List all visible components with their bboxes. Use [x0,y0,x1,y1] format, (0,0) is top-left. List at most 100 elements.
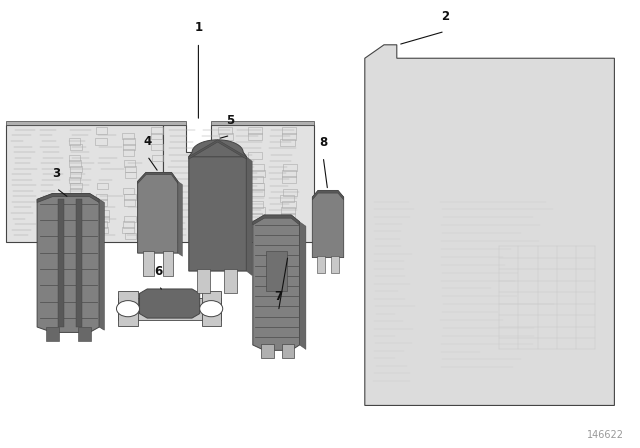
Bar [150,216,162,222]
Bar [68,233,80,239]
Bar [282,164,296,171]
Bar [282,177,296,184]
Polygon shape [282,344,294,358]
Text: 7: 7 [275,290,282,303]
Polygon shape [331,256,339,273]
Bar [280,232,294,239]
Bar [252,207,266,215]
Text: 1: 1 [195,22,202,34]
Bar [218,151,232,159]
Polygon shape [37,194,99,332]
Bar [280,195,294,202]
Bar [124,199,135,206]
Bar [251,170,265,177]
Bar [68,138,80,145]
Bar [248,133,262,140]
Bar [124,194,136,200]
Bar [68,177,80,183]
Bar [218,195,232,202]
Polygon shape [261,344,274,358]
Polygon shape [163,251,173,276]
Polygon shape [317,256,325,273]
Bar [218,201,232,208]
Bar [151,144,163,150]
Bar [123,188,134,194]
Bar [248,127,262,134]
Text: 6: 6 [155,265,163,278]
Bar [282,201,296,208]
Bar [97,227,108,233]
Polygon shape [189,146,246,271]
Polygon shape [58,199,64,327]
Polygon shape [197,269,210,293]
Bar [124,216,136,222]
Bar [70,144,82,150]
Polygon shape [189,140,246,159]
Bar [70,166,82,172]
Bar [282,133,296,140]
Polygon shape [118,291,138,326]
Polygon shape [140,289,200,318]
Bar [217,226,231,233]
Bar [217,177,231,184]
Bar [250,220,264,227]
Text: 8: 8 [319,136,327,149]
Bar [284,189,298,196]
Polygon shape [312,190,344,200]
Bar [282,127,296,134]
Text: 4: 4 [143,135,151,148]
Polygon shape [266,251,287,291]
Bar [284,226,298,233]
Polygon shape [76,199,82,327]
Bar [282,207,296,215]
Bar [70,172,81,178]
Bar [98,216,109,222]
Polygon shape [6,121,186,125]
Bar [248,214,262,221]
Bar [152,127,163,134]
Text: 5: 5 [227,114,234,127]
Bar [70,188,81,194]
Bar [249,177,263,184]
Bar [125,172,136,178]
Bar [122,227,134,233]
Polygon shape [143,251,154,276]
Bar [95,127,107,134]
Polygon shape [138,172,178,184]
Bar [250,182,264,190]
Bar [122,133,134,139]
Bar [123,144,134,150]
Bar [248,151,262,159]
Bar [250,189,264,196]
Bar [95,138,107,145]
Bar [68,221,80,228]
Bar [124,160,135,167]
Bar [123,149,134,155]
Polygon shape [178,181,182,256]
Text: 146622: 146622 [587,430,624,440]
Bar [150,172,161,178]
Bar [97,183,108,189]
Bar [152,199,163,206]
Bar [97,211,109,217]
Bar [70,183,82,189]
Polygon shape [312,190,344,258]
Polygon shape [211,121,314,125]
Polygon shape [246,157,252,276]
Bar [69,160,81,167]
Bar [282,170,296,177]
Bar [216,189,230,196]
Polygon shape [138,172,178,253]
Circle shape [200,301,223,317]
Bar [216,214,230,221]
Bar [96,199,108,206]
Text: 3: 3 [52,167,60,180]
Polygon shape [6,125,163,242]
Polygon shape [163,125,314,242]
Bar [280,139,294,146]
Bar [70,216,81,222]
Bar [150,133,162,139]
Bar [125,233,136,239]
Bar [124,138,135,145]
Polygon shape [99,199,104,330]
